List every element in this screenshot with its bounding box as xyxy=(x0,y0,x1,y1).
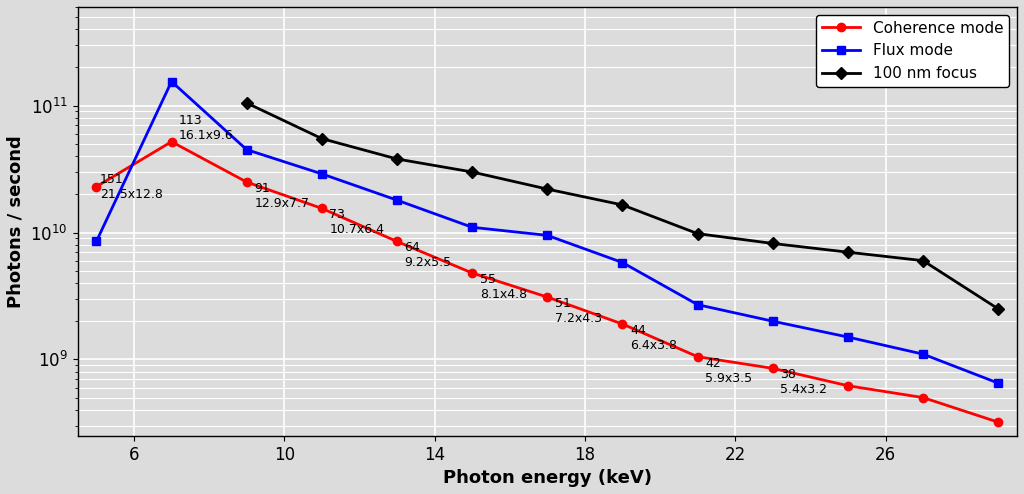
Text: 73
10.7x6.4: 73 10.7x6.4 xyxy=(330,208,384,237)
Text: 38
5.4x3.2: 38 5.4x3.2 xyxy=(780,369,827,396)
Flux mode xyxy=(916,351,929,357)
Flux mode xyxy=(691,302,703,308)
100 nm focus xyxy=(616,202,629,208)
100 nm focus xyxy=(315,136,328,142)
100 nm focus xyxy=(992,306,1005,312)
Text: 113
16.1x9.6: 113 16.1x9.6 xyxy=(179,114,233,142)
Flux mode xyxy=(992,380,1005,386)
Coherence mode xyxy=(767,366,779,371)
Line: Flux mode: Flux mode xyxy=(92,78,1002,387)
100 nm focus xyxy=(466,169,478,175)
Coherence mode xyxy=(541,294,553,300)
Coherence mode xyxy=(391,239,403,245)
100 nm focus xyxy=(541,186,553,192)
Text: 64
9.2x5.5: 64 9.2x5.5 xyxy=(404,242,452,270)
Legend: Coherence mode, Flux mode, 100 nm focus: Coherence mode, Flux mode, 100 nm focus xyxy=(816,15,1010,87)
Text: 51
7.2x4.3: 51 7.2x4.3 xyxy=(555,297,602,325)
Flux mode xyxy=(391,197,403,203)
Flux mode xyxy=(90,239,102,245)
100 nm focus xyxy=(916,258,929,264)
Coherence mode xyxy=(165,139,177,145)
X-axis label: Photon energy (keV): Photon energy (keV) xyxy=(442,469,652,487)
Coherence mode xyxy=(916,395,929,401)
Line: Coherence mode: Coherence mode xyxy=(92,137,1002,426)
100 nm focus xyxy=(391,156,403,162)
Y-axis label: Photons / second: Photons / second xyxy=(7,135,25,308)
Flux mode xyxy=(241,147,253,153)
Coherence mode xyxy=(90,184,102,190)
Coherence mode xyxy=(315,206,328,211)
Coherence mode xyxy=(691,354,703,360)
Text: 44
6.4x3.8: 44 6.4x3.8 xyxy=(630,324,677,352)
Flux mode xyxy=(466,224,478,230)
100 nm focus xyxy=(842,249,854,255)
Text: 42
5.9x3.5: 42 5.9x3.5 xyxy=(706,357,753,385)
Flux mode xyxy=(767,318,779,324)
Flux mode xyxy=(616,259,629,265)
Text: 55
8.1x4.8: 55 8.1x4.8 xyxy=(479,273,526,301)
100 nm focus xyxy=(691,231,703,237)
100 nm focus xyxy=(767,241,779,247)
Coherence mode xyxy=(992,419,1005,425)
Coherence mode xyxy=(466,270,478,276)
Flux mode xyxy=(165,79,177,84)
Coherence mode xyxy=(616,321,629,327)
Coherence mode xyxy=(241,179,253,185)
Coherence mode xyxy=(842,383,854,389)
Flux mode xyxy=(315,171,328,177)
Flux mode xyxy=(842,334,854,340)
100 nm focus xyxy=(241,100,253,106)
Line: 100 nm focus: 100 nm focus xyxy=(243,99,1002,313)
Text: 91
12.9x7.7: 91 12.9x7.7 xyxy=(254,182,309,210)
Flux mode xyxy=(541,232,553,238)
Text: 151
21.5x12.8: 151 21.5x12.8 xyxy=(100,172,163,201)
